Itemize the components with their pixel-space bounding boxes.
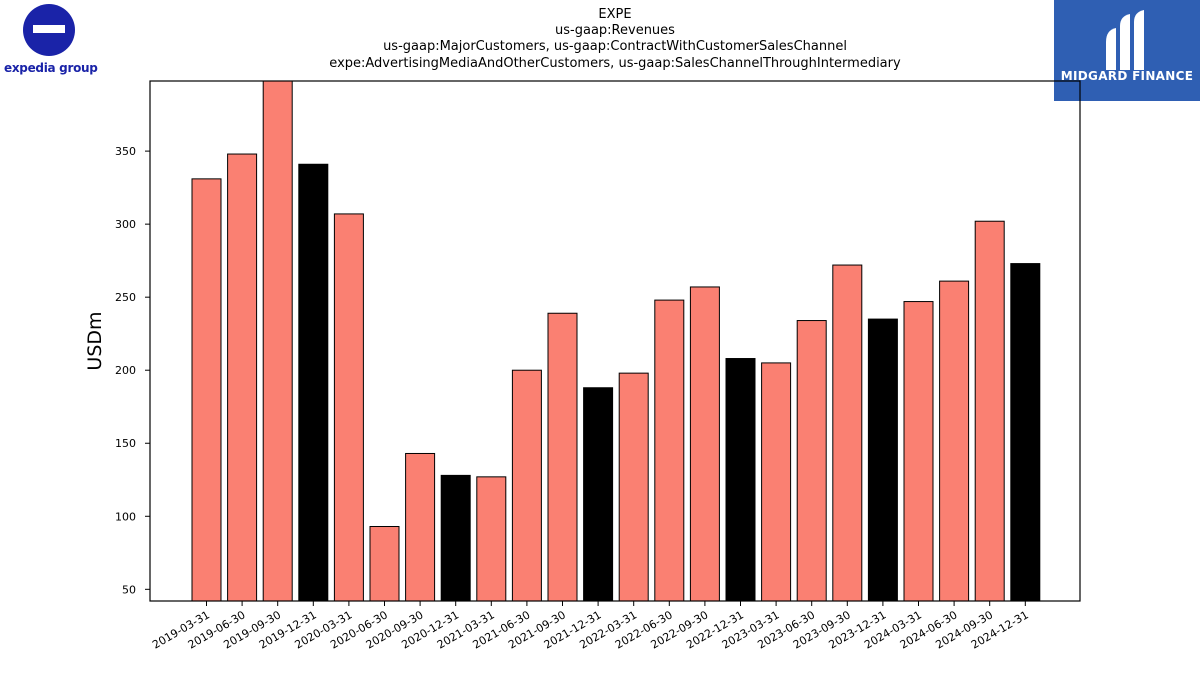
expedia-group-logo: expedia group: [0, 0, 100, 80]
bar-2022-03-31: [618, 372, 649, 602]
chart-title-line-3: us-gaap:MajorCustomers, us-gaap:Contract…: [383, 39, 847, 54]
bar-2022-09-30: [689, 286, 720, 602]
plot-frame: [149, 80, 1081, 602]
y-tick-label-200: 200: [115, 364, 136, 377]
bar-2019-03-31: [191, 178, 222, 602]
expedia-group-logo-text: expedia group: [4, 61, 98, 75]
midgard-finance-logo: MIDGARD FINANCE: [1054, 0, 1200, 101]
midgard-finance-logo-text: MIDGARD FINANCE: [1060, 69, 1194, 83]
chart-title-line-1: EXPE: [598, 7, 632, 22]
bar-2023-09-30: [832, 264, 863, 602]
bar-2024-12-31: [1010, 263, 1041, 602]
bar-2019-09-30: [262, 80, 293, 602]
y-tick-label-300: 300: [115, 218, 136, 231]
y-axis-label: USDm: [84, 311, 106, 370]
bar-2019-12-31: [298, 163, 329, 602]
y-tick-label-250: 250: [115, 291, 136, 304]
bar-2020-09-30: [405, 452, 436, 602]
bar-2019-06-30: [227, 153, 258, 602]
bar-2021-03-31: [476, 476, 507, 602]
chart-title-line-4: expe:AdvertisingMediaAndOtherCustomers, …: [329, 56, 901, 71]
y-tick-label-100: 100: [115, 510, 136, 523]
expedia-e-icon: [23, 4, 75, 56]
bar-2020-12-31: [440, 474, 471, 602]
bar-2020-03-31: [333, 213, 364, 602]
bar-2023-06-30: [796, 320, 827, 602]
bar-2022-12-31: [725, 358, 756, 602]
chart-title-line-2: us-gaap:Revenues: [555, 23, 675, 38]
y-tick-label-150: 150: [115, 437, 136, 450]
bar-2022-06-30: [654, 299, 685, 602]
midgard-m-icon: [1106, 10, 1144, 70]
bar-2023-12-31: [867, 318, 898, 602]
bar-2023-03-31: [761, 362, 792, 602]
bar-2020-06-30: [369, 526, 400, 602]
bar-2021-09-30: [547, 312, 578, 602]
y-tick-label-50: 50: [122, 583, 136, 596]
bar-2024-06-30: [939, 280, 970, 602]
y-tick-label-350: 350: [115, 145, 136, 158]
bar-2021-06-30: [511, 369, 542, 602]
bar-2024-03-31: [903, 301, 934, 602]
bar-2024-09-30: [974, 220, 1005, 602]
bar-2021-12-31: [583, 387, 614, 602]
